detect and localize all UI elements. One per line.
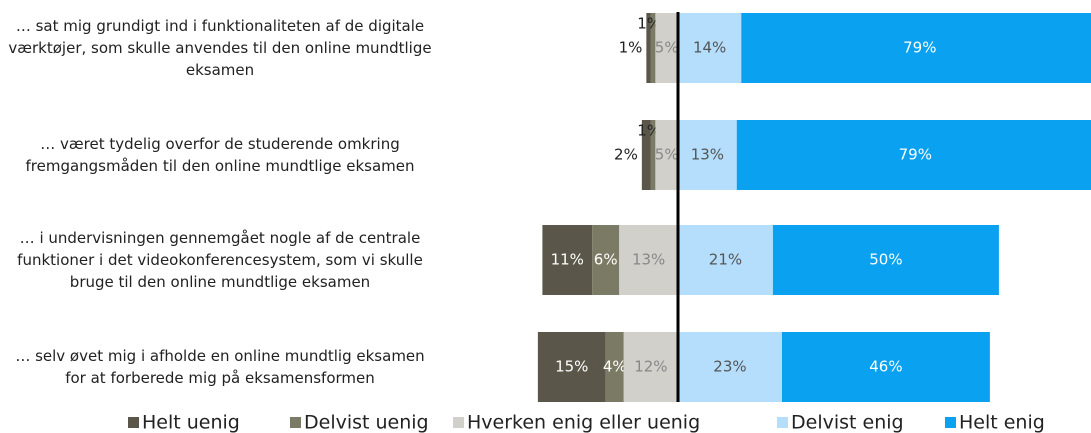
value-label: 46% [869,358,902,376]
value-label: 6% [594,251,618,269]
value-label: 12% [634,358,667,376]
legend-label: Helt uenig [142,412,240,433]
legend-swatch [453,417,464,428]
bar-segment [678,332,782,402]
value-label: 50% [869,251,902,269]
legend-label: Helt enig [959,412,1045,433]
value-label: 79% [899,146,932,164]
value-label: 5% [655,146,679,164]
value-label: 1% [637,122,661,140]
bar-segment [619,225,678,295]
category-label: … sat mig grundigt ind i funktionalitete… [8,17,432,79]
bar-segment [741,13,1091,83]
bar-segment [623,332,678,402]
bar-segment [655,120,678,190]
bar-segment [650,13,656,83]
value-label: 4% [603,358,627,376]
value-label: 11% [551,251,584,269]
legend-label: Delvist enig [791,412,904,433]
bar-segment [650,120,656,190]
bar-segment [641,120,651,190]
value-label: 13% [691,146,724,164]
value-label: 79% [903,39,936,57]
legend-swatch [128,417,139,428]
legend-label: Delvist uenig [304,412,429,433]
legend-swatch [945,417,956,428]
value-label: 21% [709,251,742,269]
value-label: 1% [637,15,661,33]
legend-swatch [290,417,301,428]
value-label: 14% [693,39,726,57]
bar-segment [772,225,999,295]
value-label: 13% [632,251,665,269]
bar-segment [592,225,620,295]
legend-swatch [777,417,788,428]
category-label: … i undervisningen gennemgået nogle af d… [17,229,423,291]
category-label: … selv øvet mig i afholde en online mund… [15,347,425,387]
bar-segment [655,13,678,83]
bar-segment [646,13,651,83]
value-label: 5% [655,39,679,57]
bar-segment [542,225,593,295]
bar-segment [678,13,742,83]
bar-segment [537,332,606,402]
value-label: 23% [713,358,746,376]
legend-label: Hverken enig eller uenig [467,412,700,433]
bar-segment [736,120,1091,190]
bar-segment [781,332,990,402]
value-label: 2% [614,146,638,164]
bar-segment [605,332,624,402]
category-label: … været tydelig overfor de studerende om… [25,135,415,175]
bar-segment [678,225,773,295]
bar-segment [678,120,737,190]
value-label: 15% [555,358,588,376]
value-label: 1% [619,39,643,57]
